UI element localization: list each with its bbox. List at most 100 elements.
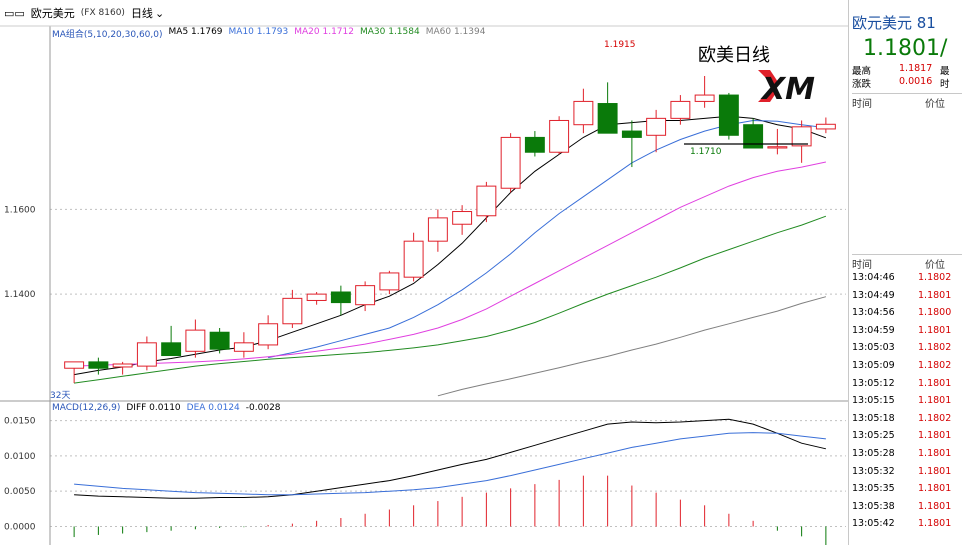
tick-row: 13:05:32 1.1801 [852,464,963,482]
ma-line-ma10 [267,119,826,359]
tick-time: 13:05:09 [852,360,895,371]
price-chart[interactable]: 1.1400 1.1600 0.0000 0.0050 0.0100 0.0150 1.1… [0,0,848,545]
candle-body [791,126,812,147]
tick-row: 13:05:28 1.1801 [852,446,963,464]
tick-row: 13:05:15 1.1801 [852,393,963,411]
tick-price: 1.1802 [918,360,952,371]
tick-price: 1.1801 [918,324,952,336]
col-price: 价位 [925,99,945,110]
candle-body [282,297,303,325]
tick-time: 13:05:38 [852,500,895,512]
macd-group-label[interactable]: MACD(12,26,9) [52,403,121,413]
macd-tick-label: 0.0050 [4,487,36,497]
candle-body [743,124,764,149]
tick-price: 1.1801 [918,377,952,389]
tick-row: 13:05:38 1.1801 [852,499,963,517]
high-value: 1.1817 [899,63,933,74]
high-price-label: 1.1915 [604,40,636,50]
candle-body [694,94,715,102]
candle-body [258,323,279,346]
ma20-legend: MA20 1.1712 [294,27,354,37]
tick-time: 13:04:46 [852,272,895,283]
candle-body [355,285,376,306]
ma-line-ma30 [74,215,827,384]
macd-line-dea [74,432,826,496]
tick-row: 13:05:09 1.1802 [852,358,963,376]
candle-body [646,117,667,136]
ticks-col-price: 价位 [925,260,945,271]
ma5-legend: MA5 1.1769 [168,27,223,37]
tick-price: 1.1800 [918,307,952,319]
instrument-title: 欧元美元 [30,7,75,20]
ma-line-ma20 [74,161,827,367]
window-icon[interactable]: ▭▭ [4,6,25,20]
tick-time: 13:05:25 [852,430,895,442]
tick-time: 13:04:59 [852,324,895,336]
change-extra: 时 [940,79,950,90]
high-extra: 最 [940,66,950,77]
candle-body [403,240,424,278]
chart-header: ▭▭ 欧元美元 (FX 8160) 日线 ⌄ [0,0,848,26]
tick-time: 13:05:28 [852,448,895,459]
candle-body [767,146,788,149]
tick-time: 13:05:42 [852,518,895,530]
tick-time: 13:04:49 [852,289,895,301]
tick-price: 1.1801 [918,289,952,301]
tick-row: 13:04:59 1.1801 [852,323,963,341]
tick-row: 13:05:12 1.1801 [852,376,963,394]
candle-body [427,217,448,242]
candle-body [136,342,157,367]
candle-body [549,119,570,153]
xm-logo: XM [750,66,838,107]
ticks-header: 时间 价位 [852,254,962,271]
tick-row: 13:05:35 1.1801 [852,481,963,499]
candle-body [209,331,230,350]
diff-legend: DIFF 0.0110 [126,403,181,413]
candle-body [233,342,254,352]
candle-body [112,363,133,368]
ma10-legend: MA10 1.1793 [228,27,289,37]
tick-time: 13:05:12 [852,377,895,389]
price-tick-label: 1.1400 [4,290,36,300]
period-selector[interactable]: 日线 ⌄ [131,5,164,21]
ma30-legend: MA30 1.1584 [359,27,420,37]
chevron-down-icon: ⌄ [154,6,165,20]
quote-name: 欧元美元 81 [852,14,936,32]
macd-tick-label: 0.0000 [4,522,36,532]
ma-group-label[interactable]: MA组合(5,10,20,30,60,0) [52,30,163,40]
quote-panel: 欧元美元 81 1.1801/ 最高 1.1817 最 涨跌 0.0016 时 … [848,0,963,545]
macd-value-legend: -0.0028 [245,403,281,413]
candle-body [573,100,594,126]
candle-body [524,136,545,153]
ma-legend[interactable]: MA组合(5,10,20,30,60,0) MA5 1.1769 MA10 1.… [52,27,485,40]
tick-price: 1.1801 [918,448,952,459]
tick-price: 1.1801 [918,465,952,477]
tick-time: 13:05:03 [852,342,895,354]
candle-body [670,100,691,119]
candle-body [185,329,206,352]
tick-row: 13:04:56 1.1800 [852,305,963,323]
low-price-label: 1.1710 [690,147,722,157]
logo-text: XM [760,72,815,106]
tick-row: 13:04:49 1.1801 [852,288,963,306]
price-tick-label: 1.1600 [4,205,36,215]
tick-time: 13:05:15 [852,395,895,407]
candle-body [452,211,473,225]
tick-time: 13:05:35 [852,483,895,495]
tick-time: 13:04:56 [852,307,895,319]
high-label: 最高 [852,66,872,77]
period-label: 日线 [130,7,153,20]
macd-line-diff [74,418,827,499]
tick-time: 13:05:18 [852,412,895,424]
candle-body [379,272,400,291]
macd-legend[interactable]: MACD(12,26,9) DIFF 0.0110 DEA 0.0124 -0.… [52,403,281,413]
change-value: 0.0016 [899,76,933,87]
candle-body [330,291,351,304]
ticks-col-time: 时间 [852,260,872,271]
col-time: 时间 [852,99,872,110]
tick-row: 13:05:18 1.1802 [852,411,963,429]
tick-price: 1.1802 [918,342,952,354]
candle-body [621,130,642,138]
quote-col-header: 时间 价位 [852,93,962,110]
macd-tick-label: 0.0150 [4,417,36,427]
